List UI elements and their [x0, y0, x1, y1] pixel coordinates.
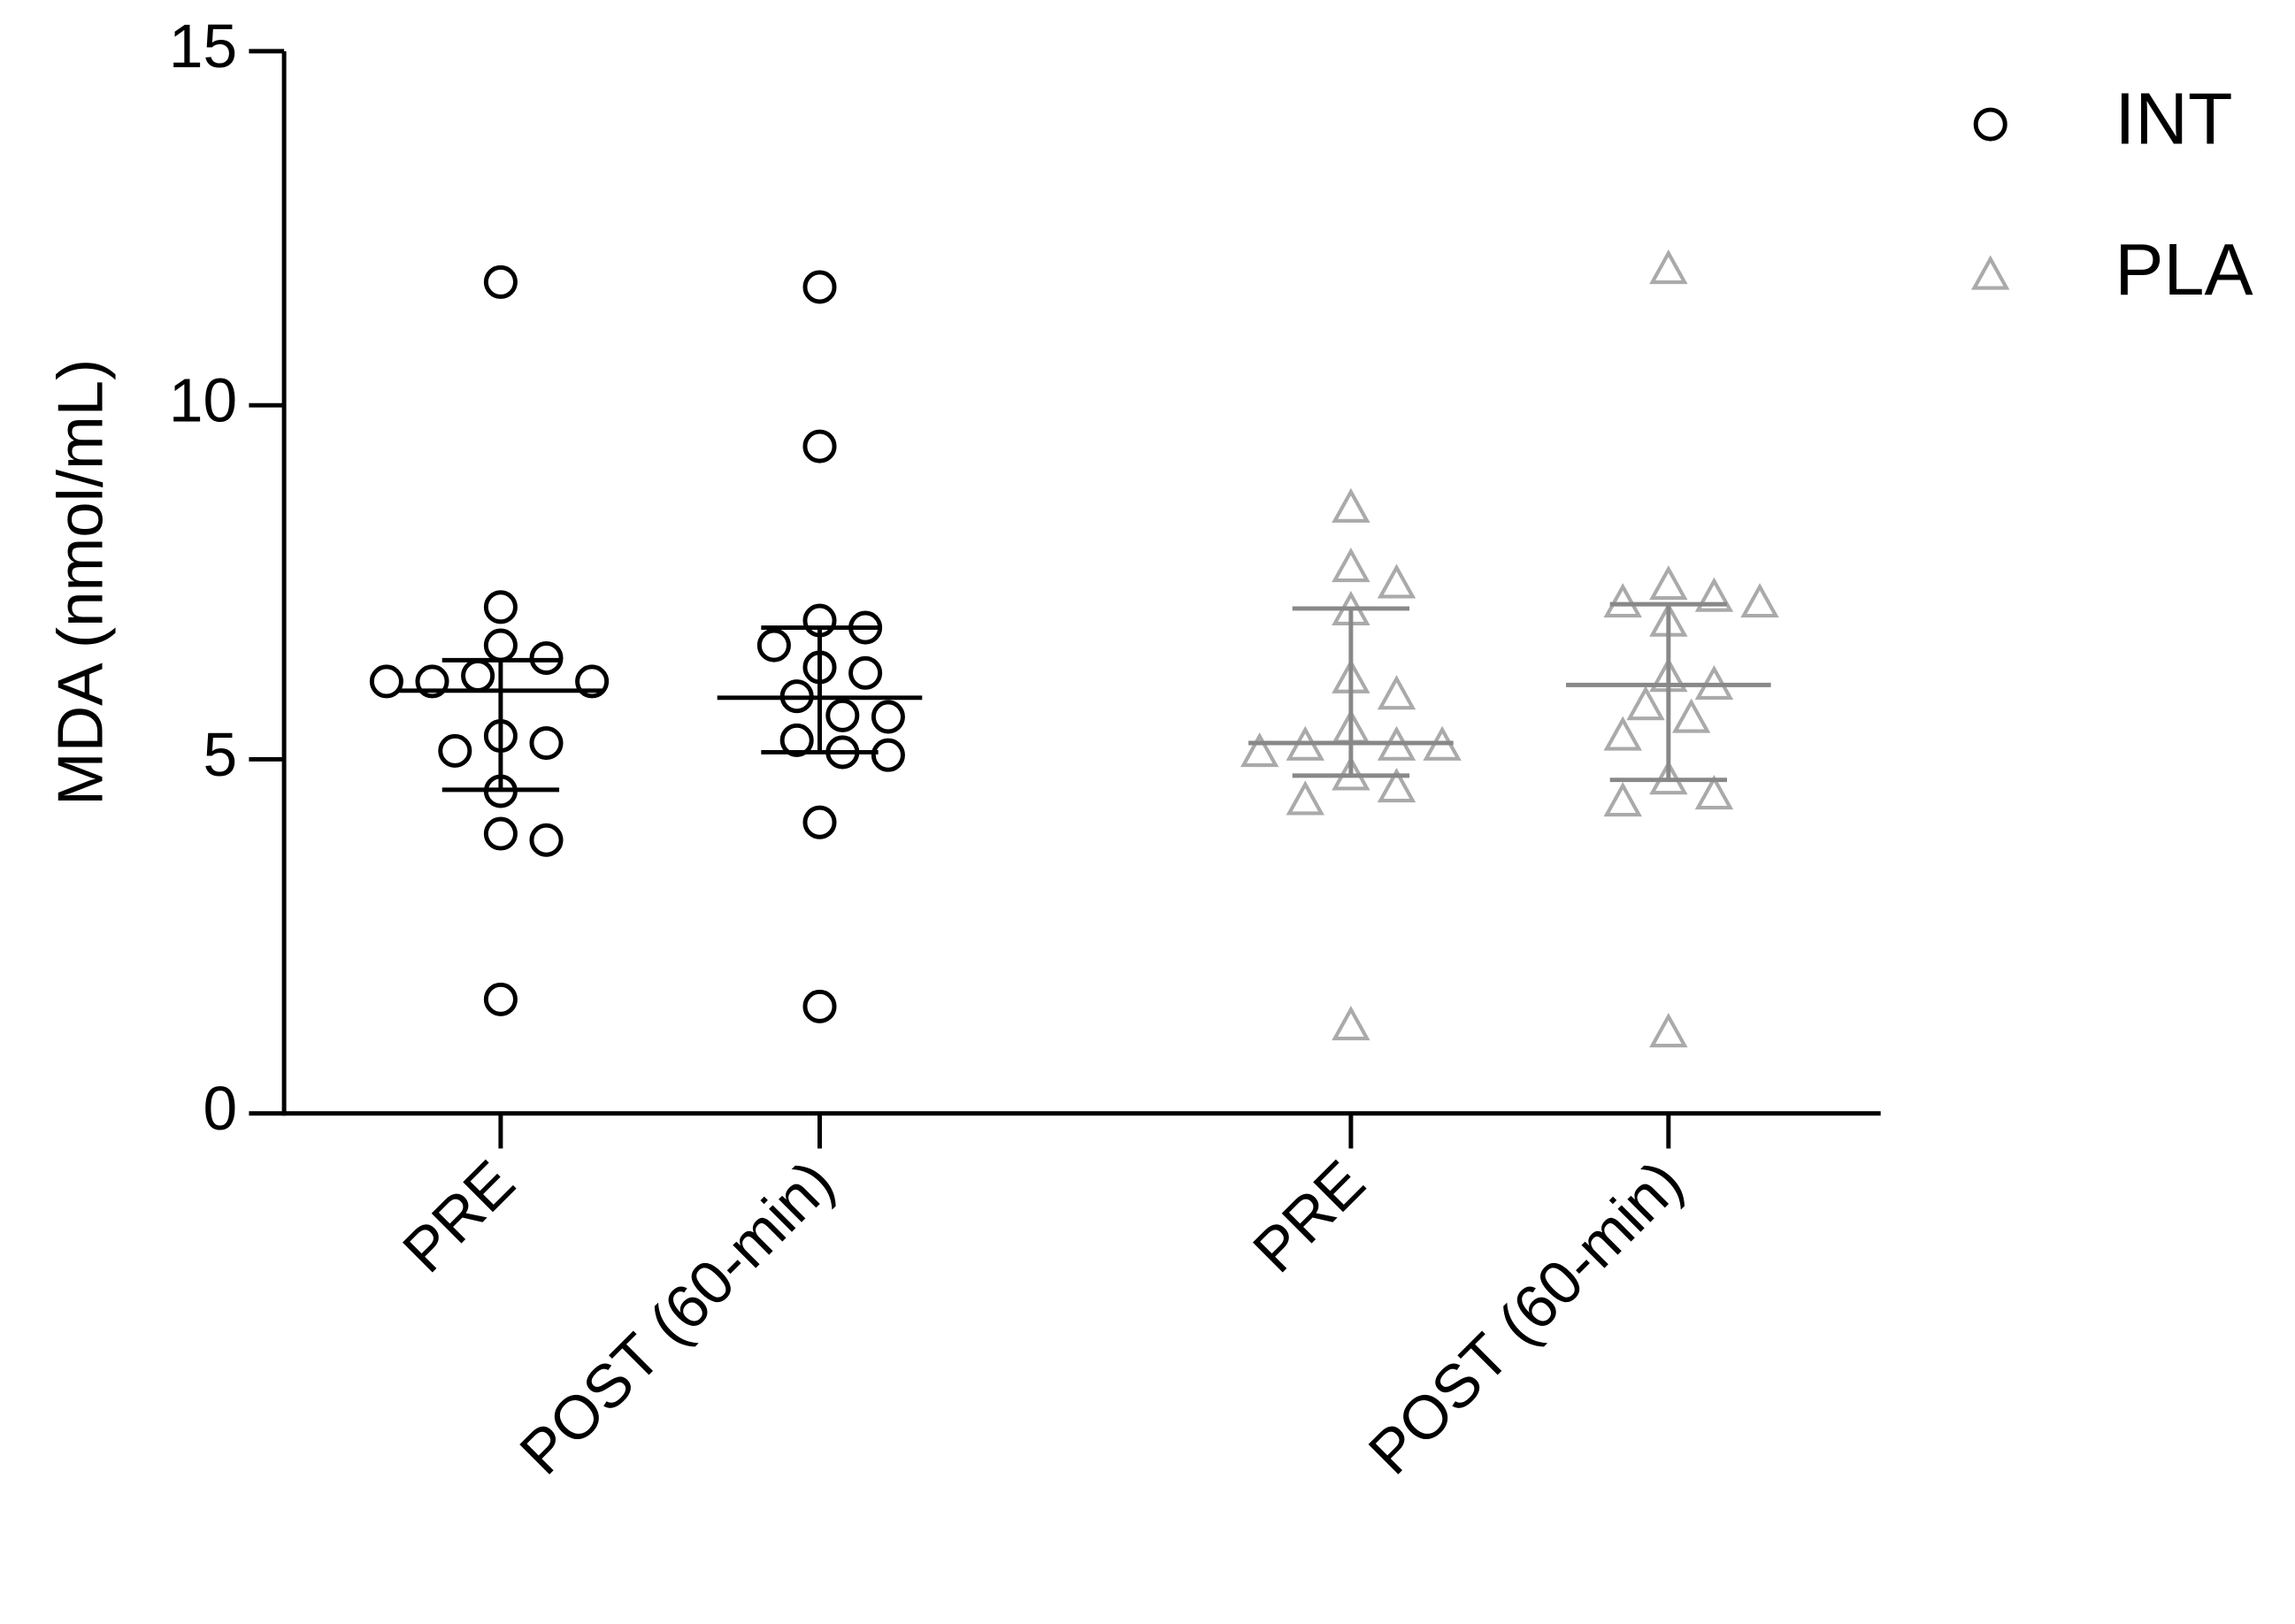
- legend-label: PLA: [2115, 228, 2253, 310]
- data-point: [1740, 583, 1779, 618]
- data-point: [871, 738, 905, 772]
- data-point: [1603, 583, 1642, 618]
- data-point: [461, 658, 495, 693]
- data-point: [483, 982, 518, 1016]
- data-point: [483, 816, 518, 851]
- y-tick-label: 0: [203, 1074, 238, 1143]
- data-point: [1332, 548, 1370, 583]
- y-tick-label: 5: [203, 720, 238, 789]
- data-point: [1377, 675, 1416, 710]
- legend-marker: [1971, 255, 2010, 290]
- data-point: [415, 664, 449, 699]
- data-point: [1377, 768, 1416, 803]
- data-point: [1694, 577, 1734, 612]
- data-point: [1377, 563, 1416, 599]
- y-axis-label: MDA (nmol/mL): [44, 359, 116, 806]
- data-point: [529, 823, 564, 857]
- data-point: [483, 264, 518, 299]
- data-point: [1671, 698, 1711, 733]
- data-point: [1603, 782, 1642, 817]
- data-point: [1332, 487, 1370, 523]
- data-point: [802, 805, 837, 839]
- data-point: [756, 628, 791, 663]
- data-point: [438, 733, 472, 768]
- data-point: [779, 723, 814, 757]
- x-tick-label: POST (60-min): [506, 1147, 847, 1488]
- data-point: [1649, 565, 1688, 601]
- x-tick-label: PRE: [1240, 1147, 1378, 1285]
- data-point: [529, 726, 564, 761]
- y-tick-label: 15: [169, 11, 237, 80]
- legend-label: INT: [2115, 77, 2232, 159]
- data-point: [848, 655, 883, 690]
- x-tick-label: POST (60-min): [1355, 1147, 1696, 1488]
- data-point: [575, 664, 610, 699]
- data-point: [369, 664, 403, 699]
- x-tick-label: PRE: [389, 1147, 527, 1285]
- data-point: [1286, 780, 1325, 816]
- data-point: [483, 590, 518, 624]
- data-point: [1332, 1006, 1370, 1041]
- data-point: [483, 628, 518, 663]
- data-point: [1626, 686, 1665, 721]
- data-point: [802, 429, 837, 463]
- y-tick-label: 10: [169, 366, 237, 435]
- data-point: [1603, 716, 1642, 751]
- data-point: [1649, 249, 1688, 285]
- data-point: [871, 700, 905, 734]
- legend-marker: [1973, 107, 2007, 142]
- data-point: [1649, 1013, 1688, 1048]
- data-point: [802, 270, 837, 304]
- data-point: [1240, 732, 1279, 768]
- data-point: [825, 698, 860, 732]
- data-point: [1694, 775, 1734, 810]
- data-point: [802, 989, 837, 1023]
